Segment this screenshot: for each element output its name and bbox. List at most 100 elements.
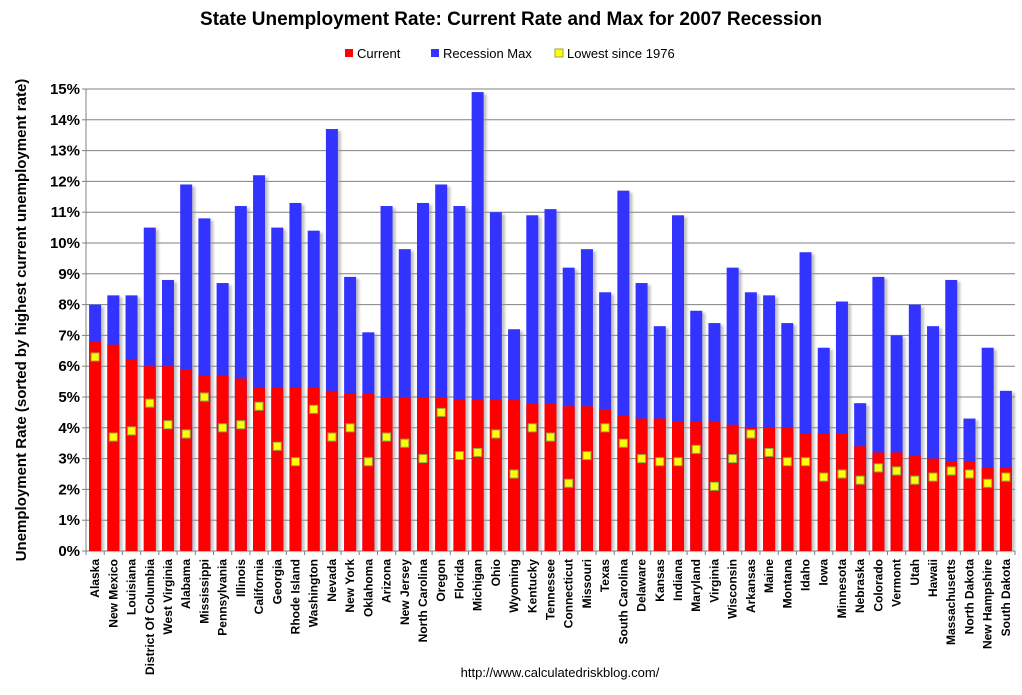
x-tick-label: California	[252, 559, 266, 615]
marker-lowest	[181, 429, 191, 439]
bar-current	[471, 400, 484, 551]
bar-current	[143, 366, 156, 551]
bar-current	[453, 400, 466, 551]
y-tick-label: 13%	[50, 143, 80, 160]
bar-current	[854, 446, 867, 551]
bar-current	[599, 409, 612, 551]
bar-current	[981, 467, 994, 551]
marker-lowest	[546, 432, 555, 442]
y-tick-label: 1%	[58, 512, 80, 529]
marker-lowest	[309, 404, 319, 414]
marker-lowest	[910, 475, 920, 485]
marker-lowest	[454, 451, 464, 461]
bar-current	[653, 418, 666, 551]
bar-current	[617, 415, 630, 551]
bar-current	[999, 467, 1012, 551]
x-tick-label: New Jersey	[398, 559, 412, 625]
y-axis-label: Unemployment Rate (sorted by highest cur…	[13, 79, 30, 562]
marker-lowest	[1001, 472, 1011, 482]
marker-lowest	[382, 432, 392, 442]
bar-current	[362, 393, 375, 551]
x-tick-label: Nebraska	[853, 559, 867, 613]
marker-lowest	[145, 398, 155, 408]
source-url[interactable]: http://www.calculatedriskblog.com/	[461, 665, 660, 680]
y-tick-label: 0%	[58, 543, 80, 560]
x-tick-label: Maine	[762, 559, 776, 593]
marker-lowest	[418, 454, 428, 464]
bar-current	[945, 461, 958, 551]
bar-current	[672, 421, 685, 551]
bar-current	[289, 387, 302, 551]
bar-current	[125, 360, 138, 551]
x-tick-label: Florida	[452, 559, 466, 599]
marker-lowest	[327, 432, 337, 442]
legend-swatch-lowest	[554, 48, 564, 58]
marker-lowest	[928, 472, 938, 482]
bar-current	[726, 424, 739, 551]
bar-current	[690, 421, 703, 551]
bar-current	[763, 427, 776, 551]
legend-label-current: Current	[357, 46, 401, 61]
bar-current	[416, 397, 429, 551]
x-tick-label: Illinois	[234, 559, 248, 597]
marker-lowest	[400, 438, 410, 448]
x-tick-label: Idaho	[799, 559, 813, 591]
y-tick-label: 12%	[50, 173, 80, 190]
marker-lowest	[199, 392, 209, 402]
x-tick-label: South Carolina	[616, 559, 630, 645]
bar-current	[799, 433, 812, 551]
x-tick-label: Michigan	[471, 559, 485, 611]
x-tick-label: Utah	[908, 559, 922, 586]
x-tick-label: Vermont	[890, 559, 904, 607]
legend-label-max: Recession Max	[443, 46, 532, 61]
marker-lowest	[236, 420, 246, 430]
bar-current	[307, 387, 320, 551]
legend: Current Recession Max Lowest since 1976	[345, 46, 675, 61]
x-tick-label: Hawaii	[926, 559, 940, 597]
x-tick-label: Alaska	[88, 559, 102, 598]
bar-current	[927, 458, 940, 551]
x-tick-label: Wisconsin	[726, 559, 740, 619]
y-tick-label: 4%	[58, 420, 80, 437]
x-tick-label: Louisiana	[125, 559, 139, 615]
marker-lowest	[290, 457, 300, 467]
bar-current	[107, 344, 120, 551]
bar-current	[89, 341, 102, 551]
x-tick-label: Kansas	[653, 559, 667, 602]
bar-current	[180, 369, 193, 551]
legend-swatch-current	[345, 49, 353, 57]
marker-lowest	[127, 426, 137, 436]
x-tick-label: Oregon	[434, 559, 448, 602]
marker-lowest	[473, 447, 483, 457]
bar-current	[890, 452, 903, 551]
x-tick-label: New York	[343, 559, 357, 613]
bar-current	[526, 403, 539, 551]
bar-current	[872, 452, 885, 551]
x-tick-label: Maryland	[689, 559, 703, 612]
marker-lowest	[691, 444, 701, 454]
x-tick-labels: Alaska New Mexico Louisiana District Of Col…	[88, 559, 1013, 675]
x-tick-label: North Carolina	[416, 559, 430, 643]
marker-lowest	[509, 469, 519, 479]
bar-current	[398, 397, 411, 551]
x-tick-label: New Mexico	[106, 559, 120, 628]
bar-current	[781, 427, 794, 551]
marker-lowest	[564, 478, 574, 488]
bar-current	[635, 418, 648, 551]
marker-lowest	[363, 457, 373, 467]
x-tick-label: Rhode Island	[288, 559, 302, 634]
marker-lowest	[618, 438, 628, 448]
x-tick-label: Texas	[598, 559, 612, 592]
marker-lowest	[746, 429, 756, 439]
x-tick-label: Georgia	[270, 559, 284, 605]
marker-lowest	[491, 429, 501, 439]
y-tick-label: 3%	[58, 451, 80, 468]
marker-lowest	[837, 469, 847, 479]
y-tick-label: 2%	[58, 481, 80, 498]
bar-current	[544, 403, 557, 551]
bar-current	[325, 390, 338, 551]
bar-current	[234, 378, 247, 551]
bar-current	[908, 455, 921, 551]
marker-lowest	[983, 478, 993, 488]
